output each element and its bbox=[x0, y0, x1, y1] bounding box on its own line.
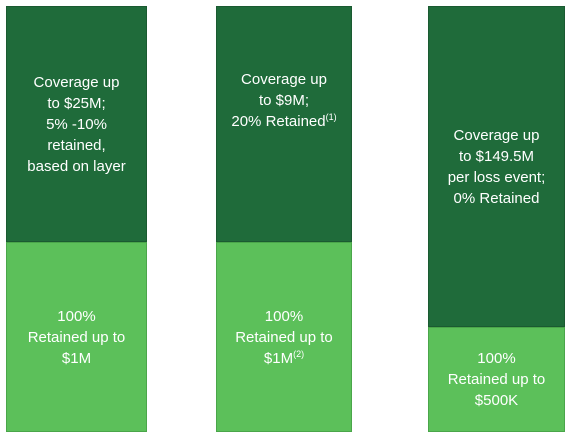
column-1-retained-block: 100% Retained up to $1M bbox=[6, 242, 147, 432]
column-3-coverage-line-4: 0% Retained bbox=[453, 189, 540, 207]
column-2-coverage-line-3: 20% Retained(1) bbox=[231, 111, 336, 132]
footnote-2-marker: (2) bbox=[293, 348, 305, 359]
column-2-coverage-line-3-text: 20% Retained bbox=[231, 112, 326, 130]
column-1-coverage-line-4: retained, bbox=[47, 136, 106, 154]
column-2-retained-line-2: Retained up to bbox=[235, 328, 333, 346]
column-2-retained-line-3: $1M(2) bbox=[235, 348, 333, 369]
column-1-coverage-block: Coverage up to $25M; 5% -10% retained, b… bbox=[6, 6, 147, 242]
column-3-coverage-line-3: per loss event; bbox=[447, 168, 546, 186]
column-3-retained-text: 100% Retained up to $500K bbox=[442, 348, 552, 411]
column-1-retained-line-1: 100% bbox=[57, 307, 96, 325]
column-3-retained-block: 100% Retained up to $500K bbox=[428, 327, 565, 432]
column-1-coverage-text: Coverage up to $25M; 5% -10% retained, b… bbox=[21, 72, 131, 177]
column-2-retained-line-3-text: $1M bbox=[263, 349, 294, 367]
column-3-coverage-line-1: Coverage up bbox=[453, 126, 540, 144]
column-2-retained-block: 100% Retained up to $1M(2) bbox=[216, 242, 352, 432]
column-2-coverage-text: Coverage up to $9M; 20% Retained(1) bbox=[225, 69, 342, 132]
column-3-retained-line-1: 100% bbox=[477, 350, 516, 367]
column-1-retained-line-3: $1M bbox=[61, 349, 92, 367]
column-1-retained-line-2: Retained up to bbox=[27, 328, 126, 346]
column-1-coverage-line-2: to $25M; bbox=[47, 94, 106, 112]
column-3-retained-line-3: $500K bbox=[474, 392, 519, 409]
column-3-retained-line-2: Retained up to bbox=[447, 371, 546, 388]
column-3-coverage-text: Coverage up to $149.5M per loss event; 0… bbox=[442, 125, 552, 209]
column-2-coverage-block: Coverage up to $9M; 20% Retained(1) bbox=[216, 6, 352, 242]
footnote-1-marker: (1) bbox=[325, 111, 337, 122]
column-2-coverage-line-2: to $9M; bbox=[258, 91, 309, 109]
column-2-coverage-line-1: Coverage up bbox=[241, 70, 327, 88]
column-3-coverage-block: Coverage up to $149.5M per loss event; 0… bbox=[428, 6, 565, 327]
column-2-retained-line-1: 100% bbox=[264, 307, 304, 325]
column-1-coverage-line-1: Coverage up bbox=[33, 73, 120, 91]
column-1-retained-text: 100% Retained up to $1M bbox=[22, 306, 132, 369]
column-1-coverage-line-5: based on layer bbox=[27, 157, 126, 175]
column-2-retained-text: 100% Retained up to $1M(2) bbox=[229, 306, 339, 369]
column-3-coverage-line-2: to $149.5M bbox=[458, 147, 535, 165]
column-1-coverage-line-3: 5% -10% bbox=[46, 115, 107, 133]
